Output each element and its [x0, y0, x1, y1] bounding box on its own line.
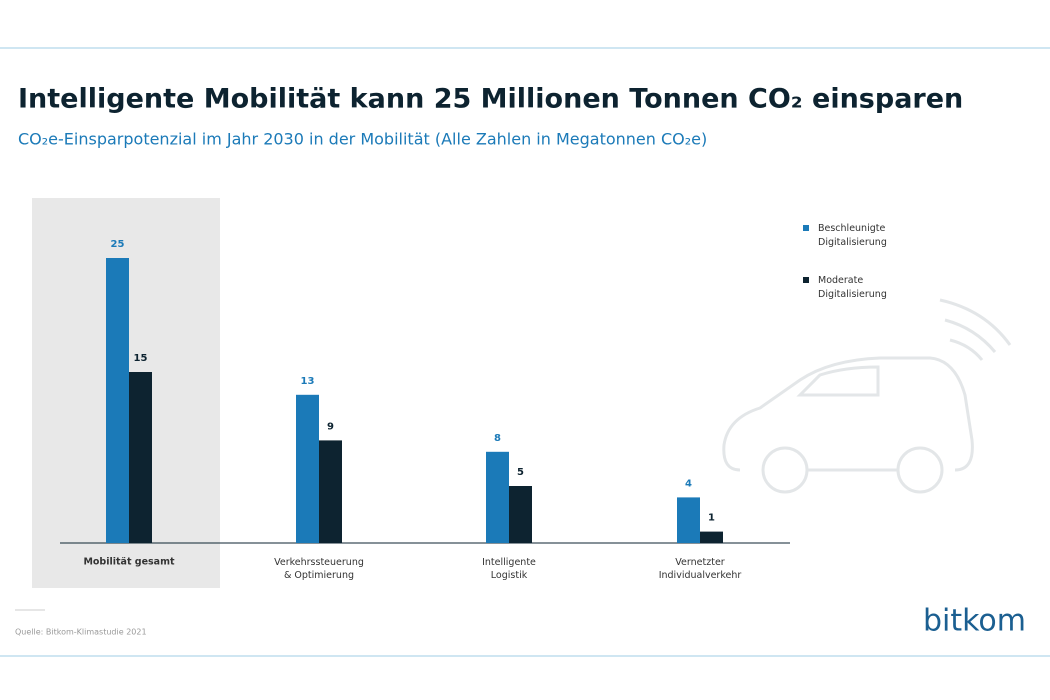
value-label: 25: [111, 239, 125, 250]
bar: [296, 394, 319, 543]
bar: [106, 258, 129, 543]
value-label: 1: [708, 513, 715, 524]
chart-subtitle: CO₂e-Einsparpotenzial im Jahr 2030 in de…: [18, 130, 707, 149]
legend-label: Beschleunigte Digitalisierung: [818, 223, 887, 248]
value-label: 5: [517, 467, 524, 478]
bar: [486, 451, 509, 543]
bar: [677, 497, 700, 543]
bar: [700, 531, 723, 543]
x-tick-label: Verkehrssteuerung & Optimierung: [274, 557, 364, 581]
value-label: 13: [301, 376, 315, 387]
source: Quelle: Bitkom-Klimastudie 2021: [15, 628, 147, 637]
value-label: 8: [494, 433, 501, 444]
logo: bitkom: [923, 604, 1026, 639]
bar: [129, 372, 152, 543]
value-label: 15: [134, 353, 148, 364]
value-label: 9: [327, 421, 334, 432]
bar: [509, 486, 532, 543]
legend-swatch: [803, 225, 809, 231]
x-tick-label: Intelligente Logistik: [482, 557, 536, 581]
legend-swatch: [803, 277, 809, 283]
x-tick-label: Vernetzter Individualverkehr: [659, 557, 742, 581]
legend-label: Moderate Digitalisierung: [818, 275, 887, 300]
chart-title: Intelligente Mobilität kann 25 Millionen…: [18, 84, 963, 115]
x-tick-label: Mobilität gesamt: [83, 557, 175, 568]
value-label: 4: [685, 478, 692, 489]
bar: [319, 440, 342, 543]
car-illustration: [722, 298, 1012, 494]
